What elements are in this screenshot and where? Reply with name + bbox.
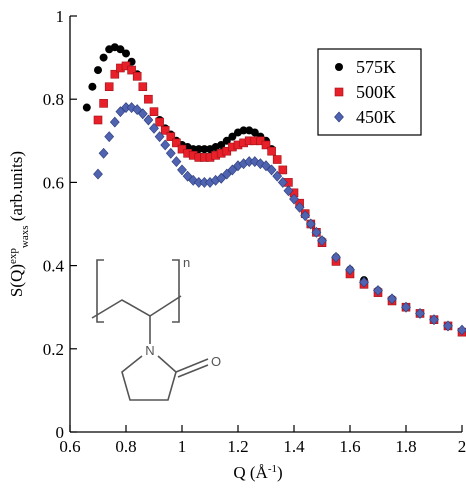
data-point: [156, 118, 164, 126]
data-point: [105, 132, 114, 142]
right-bracket: [172, 260, 179, 322]
y-tick-label: 0.8: [43, 90, 64, 109]
carbonyl-bond-2: [178, 365, 208, 377]
series-450K: [94, 103, 466, 336]
legend: 575K 500K 450K: [318, 49, 421, 135]
y-tick-label: 0.4: [43, 257, 65, 276]
data-point: [161, 140, 170, 150]
backbone-bond: [92, 296, 181, 318]
legend-label: 450K: [356, 107, 396, 127]
data-point: [133, 72, 141, 80]
y-tick-label: 1: [56, 7, 65, 26]
y-tick-label: 0.2: [43, 340, 64, 359]
legend-marker: [335, 88, 343, 96]
x-tick-label: 1.2: [227, 437, 248, 456]
x-tick-label: 1: [178, 437, 187, 456]
data-point: [94, 116, 102, 124]
data-point: [105, 83, 113, 91]
y-ticks: 0 0.2 0.4 0.6 0.8 1: [43, 7, 77, 442]
data-point: [83, 104, 91, 112]
repeat-unit-label: n: [183, 255, 190, 270]
data-point: [178, 165, 187, 175]
data-point: [144, 115, 153, 125]
data-point: [122, 49, 130, 57]
data-point: [100, 54, 108, 62]
y-tick-label: 0: [56, 423, 65, 442]
y-tick-label: 0.6: [43, 173, 64, 192]
data-point: [94, 169, 103, 179]
data-point: [144, 95, 152, 103]
data-point: [110, 117, 119, 127]
x-tick-label: 1.8: [395, 437, 416, 456]
data-point: [268, 147, 276, 155]
pyrrolidone-ring: [122, 356, 176, 400]
oxygen-atom-label: O: [211, 354, 221, 369]
data-point: [88, 83, 96, 91]
data-point: [273, 156, 281, 164]
data-point: [94, 66, 102, 74]
data-point: [100, 99, 108, 107]
molecule-structure-inset: [92, 260, 208, 400]
x-tick-label: 2: [458, 437, 466, 456]
data-point: [139, 83, 147, 91]
legend-marker: [335, 63, 343, 71]
data-point: [166, 148, 175, 158]
data-point: [279, 166, 287, 174]
legend-label: 500K: [356, 82, 396, 102]
x-tick-label: 0.8: [115, 437, 136, 456]
data-point: [99, 148, 108, 158]
y-axis-title: S(Q)expwaxs (arb.units): [7, 151, 31, 297]
x-tick-label: 1.4: [283, 437, 305, 456]
carbonyl-bond-1: [176, 359, 208, 372]
x-axis-title: Q (Å-1): [233, 463, 282, 482]
data-point: [150, 108, 158, 116]
data-point: [172, 157, 181, 167]
nitrogen-atom-label: N: [145, 343, 154, 358]
legend-label: 575K: [356, 57, 396, 77]
x-tick-label: 1.6: [339, 437, 360, 456]
